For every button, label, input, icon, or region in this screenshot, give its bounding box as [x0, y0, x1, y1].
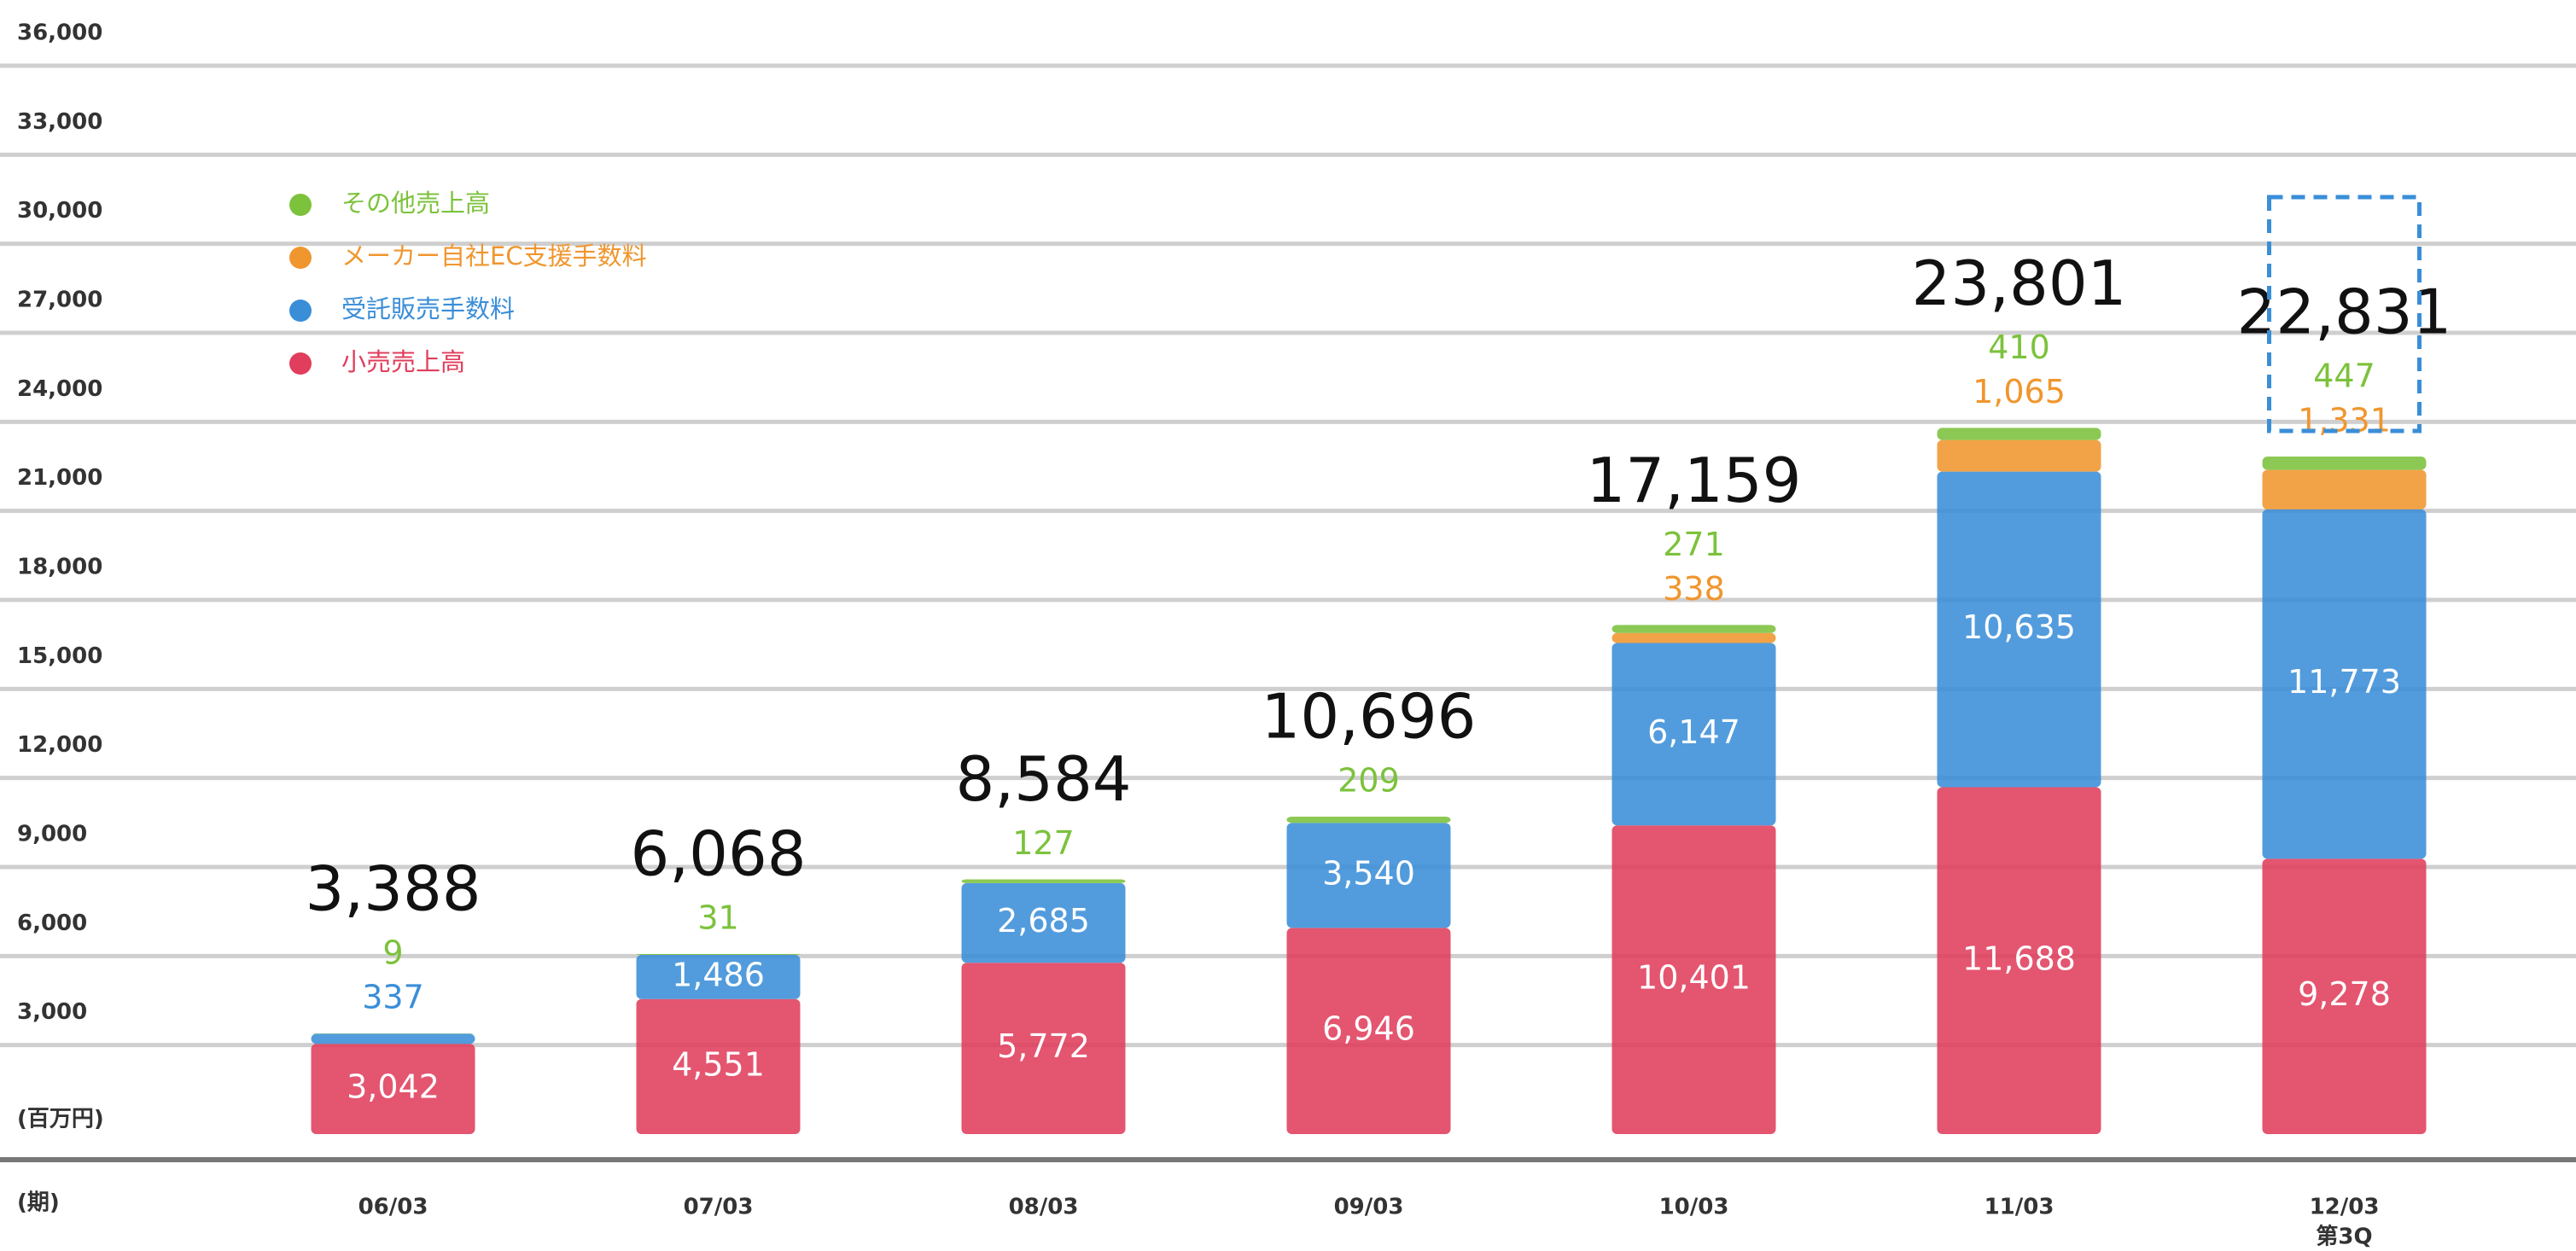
bar-segment: [636, 955, 801, 999]
total-label: 6,068: [630, 818, 806, 889]
y-axis-label: (百万円): [17, 1107, 104, 1132]
y-tick-label: 36,000: [17, 20, 102, 46]
segment-label: 271: [1663, 526, 1725, 563]
bar-segment: [961, 879, 1126, 883]
segment-label: 447: [2313, 358, 2375, 395]
bar-segment: [1937, 439, 2101, 472]
x-tick-label: 06/03: [358, 1195, 428, 1220]
legend-label: 小売売上高: [341, 347, 465, 376]
legend-swatch: [289, 194, 312, 216]
bar-segment: [961, 963, 1126, 1134]
y-tick-label: 15,000: [17, 643, 102, 669]
x-tick-label: 12/03: [2310, 1195, 2380, 1220]
y-tick-label: 33,000: [17, 109, 102, 135]
total-label: 3,388: [305, 853, 481, 925]
segment-label: 1,065: [1973, 373, 2066, 410]
total-label: 23,801: [1912, 247, 2127, 319]
bar-segment: [1937, 787, 2101, 1134]
bar-segment: [1611, 825, 1776, 1134]
y-tick-label: 30,000: [17, 198, 102, 224]
legend-label: 受託販売手数料: [341, 294, 515, 323]
bar-segment: [1937, 471, 2101, 788]
bar-segment: [636, 998, 801, 1134]
x-tick-label: 11/03: [1984, 1195, 2054, 1220]
segment-label: 10,635: [1962, 608, 2076, 646]
y-tick-label: 24,000: [17, 376, 102, 402]
segment-label: 337: [362, 979, 424, 1016]
bar-segment: [311, 1033, 475, 1044]
segment-label: 6,147: [1647, 713, 1740, 751]
bar-segment: [311, 1044, 475, 1134]
segment-label: 1,331: [2298, 402, 2391, 439]
y-tick-label: 9,000: [17, 822, 87, 847]
bar-segment: [2262, 858, 2427, 1134]
bar-segment: [2262, 457, 2427, 470]
legend-swatch: [289, 300, 312, 322]
legend-swatch: [289, 352, 312, 375]
bar-segment: [1611, 625, 1776, 633]
segment-label: 5,772: [997, 1027, 1090, 1065]
segment-label: 31: [697, 899, 738, 936]
bar-segment: [1611, 632, 1776, 643]
legend-swatch: [289, 247, 312, 269]
bar-segment: [2262, 509, 2427, 859]
segment-label: 4,551: [672, 1045, 765, 1083]
segment-label: 2,685: [997, 902, 1090, 940]
bar-segment: [1611, 643, 1776, 826]
y-tick-label: 21,000: [17, 465, 102, 491]
y-tick-label: 3,000: [17, 999, 87, 1025]
bar-segment: [961, 882, 1126, 963]
x-axis-label: (期): [17, 1190, 60, 1216]
bar-segment: [2262, 469, 2427, 509]
segment-label: 127: [1012, 824, 1075, 862]
segment-label: 3,042: [347, 1068, 440, 1106]
legend-label: メーカー自社EC支援手数料: [341, 241, 647, 271]
bar-segment: [1286, 817, 1451, 823]
y-tick-label: 12,000: [17, 732, 102, 758]
segment-label: 209: [1338, 762, 1400, 800]
segment-label: 11,773: [2288, 663, 2401, 701]
segment-label: 9,278: [2298, 975, 2391, 1013]
category-note: 第3Q: [2316, 1224, 2372, 1250]
x-tick-label: 07/03: [684, 1195, 754, 1220]
total-label: 17,159: [1587, 445, 1802, 516]
x-tick-label: 09/03: [1334, 1195, 1404, 1220]
total-label: 8,584: [955, 743, 1131, 815]
total-label: 22,831: [2237, 276, 2452, 348]
bar-segment: [1937, 428, 2101, 440]
forecast-box: [2267, 195, 2422, 433]
legend-label: その他売上高: [341, 189, 490, 218]
total-label: 10,696: [1262, 681, 1477, 753]
y-tick-label: 27,000: [17, 288, 102, 313]
segment-label: 338: [1663, 570, 1725, 608]
segment-label: 10,401: [1637, 959, 1751, 997]
bar-segment: [1286, 928, 1451, 1134]
bar-segment: [636, 953, 801, 956]
segment-label: 6,946: [1322, 1010, 1415, 1048]
x-tick-label: 08/03: [1009, 1195, 1079, 1220]
bar-segment: [1286, 823, 1451, 928]
segment-label: 410: [1988, 329, 2050, 366]
segment-label: 11,688: [1962, 940, 2076, 977]
segment-label: 3,540: [1322, 854, 1415, 892]
y-tick-label: 18,000: [17, 555, 102, 580]
x-tick-label: 10/03: [1659, 1195, 1729, 1220]
segment-label: 1,486: [672, 956, 765, 993]
segment-label: 9: [382, 934, 403, 972]
y-tick-label: 6,000: [17, 911, 87, 936]
